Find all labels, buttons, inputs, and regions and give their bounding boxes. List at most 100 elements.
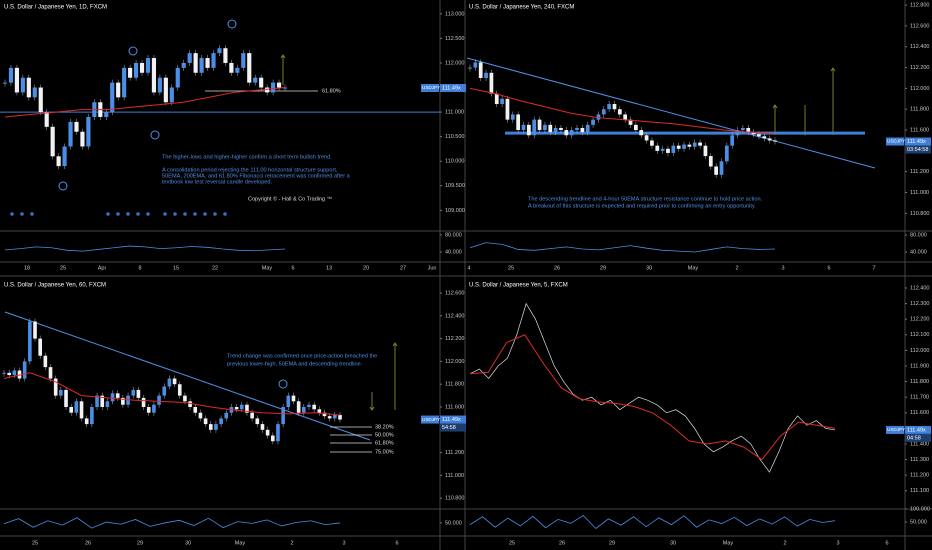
y-tick-label: 110.500 xyxy=(445,134,464,140)
candle xyxy=(163,77,168,103)
candle xyxy=(14,67,19,93)
candle xyxy=(746,127,751,133)
fib-label: 75.00% xyxy=(375,449,394,455)
oscillator-line xyxy=(4,245,286,252)
candle xyxy=(253,77,258,83)
oscillator-line xyxy=(469,514,836,530)
candle xyxy=(276,424,280,442)
candle xyxy=(28,321,32,362)
candle xyxy=(580,127,585,133)
candle xyxy=(2,82,8,84)
candle xyxy=(224,412,229,419)
candle xyxy=(617,109,622,115)
candle xyxy=(676,145,681,149)
candle xyxy=(62,146,67,167)
time-label: 2 xyxy=(783,540,786,546)
candle xyxy=(671,145,676,153)
candle xyxy=(69,407,74,413)
candle xyxy=(543,124,547,131)
candle xyxy=(116,82,121,98)
candle xyxy=(660,148,665,151)
symbol-tag-box xyxy=(421,415,439,424)
candle xyxy=(260,424,265,430)
candle xyxy=(548,124,553,133)
countdown-box xyxy=(905,145,931,154)
candle xyxy=(59,389,63,396)
candle xyxy=(229,62,234,73)
copyright: Copyright © - Hall & Co Trading ™ xyxy=(248,195,332,202)
dot-markers xyxy=(10,212,227,216)
time-label: 30 xyxy=(185,540,191,546)
candle xyxy=(84,418,89,425)
y-tick-label: 112.400 xyxy=(910,285,929,291)
y-tick-label: 112.600 xyxy=(910,23,929,29)
candle xyxy=(703,145,708,157)
time-label: 20 xyxy=(363,265,369,271)
candle xyxy=(141,397,146,408)
candle xyxy=(38,87,43,113)
candle xyxy=(489,72,494,94)
candle xyxy=(219,418,223,425)
candle xyxy=(188,401,192,408)
candle xyxy=(100,395,105,408)
candle xyxy=(95,395,99,408)
candle xyxy=(500,98,504,105)
time-label: 3 xyxy=(781,265,784,271)
time-label: 7 xyxy=(872,265,875,271)
candle xyxy=(223,48,228,63)
time-label: 25 xyxy=(60,265,66,271)
candle xyxy=(7,372,11,376)
y-tick-label: 111.200 xyxy=(910,473,929,479)
time-label: Apr xyxy=(98,265,107,271)
candle xyxy=(494,93,499,105)
candle xyxy=(259,77,264,88)
candle xyxy=(623,114,628,120)
candle xyxy=(724,145,729,162)
candle xyxy=(187,53,192,63)
candle xyxy=(312,404,316,410)
candle xyxy=(241,53,246,68)
candle xyxy=(157,77,162,93)
panel-title: U.S. Dollar / Japanese Yen, 60, FXCM xyxy=(4,283,106,289)
candle xyxy=(607,104,611,110)
candle xyxy=(628,119,633,125)
candle xyxy=(569,130,574,136)
y-tick-label: 112.500 xyxy=(445,36,464,42)
candle xyxy=(719,161,724,175)
time-label: May xyxy=(723,540,734,546)
symbol-tag-box xyxy=(421,84,439,93)
time-label: 15 xyxy=(173,265,179,271)
candle xyxy=(20,77,25,93)
price-tag-marker xyxy=(905,425,931,434)
time-label: 30 xyxy=(670,540,676,546)
candle xyxy=(247,53,252,83)
y-tick-label: 111.200 xyxy=(445,450,464,456)
time-label: 30 xyxy=(646,265,652,271)
candle xyxy=(735,130,740,136)
annotation: textbook low test reversal candle develo… xyxy=(162,179,273,185)
candle xyxy=(151,58,157,93)
candle xyxy=(208,424,213,430)
candle xyxy=(56,156,61,167)
fib-label: 38.20% xyxy=(375,424,394,430)
candle xyxy=(575,127,579,131)
candle xyxy=(193,407,198,413)
countdown: 03:54:58 xyxy=(907,147,928,153)
candle xyxy=(235,67,240,73)
candle xyxy=(537,119,542,131)
ema-line xyxy=(4,87,286,118)
candle xyxy=(265,429,270,436)
candle xyxy=(110,82,115,113)
candle xyxy=(666,148,670,153)
candle xyxy=(211,53,216,68)
candle xyxy=(53,378,58,396)
price-line xyxy=(469,302,836,473)
y-tick-label: 111.800 xyxy=(910,107,929,113)
annotation: The descending trendline and 4-hour 50EM… xyxy=(528,196,763,202)
candle xyxy=(44,112,49,127)
candle xyxy=(338,414,342,420)
candle xyxy=(639,130,644,136)
time-label: 26 xyxy=(85,540,91,546)
candle xyxy=(193,53,198,73)
